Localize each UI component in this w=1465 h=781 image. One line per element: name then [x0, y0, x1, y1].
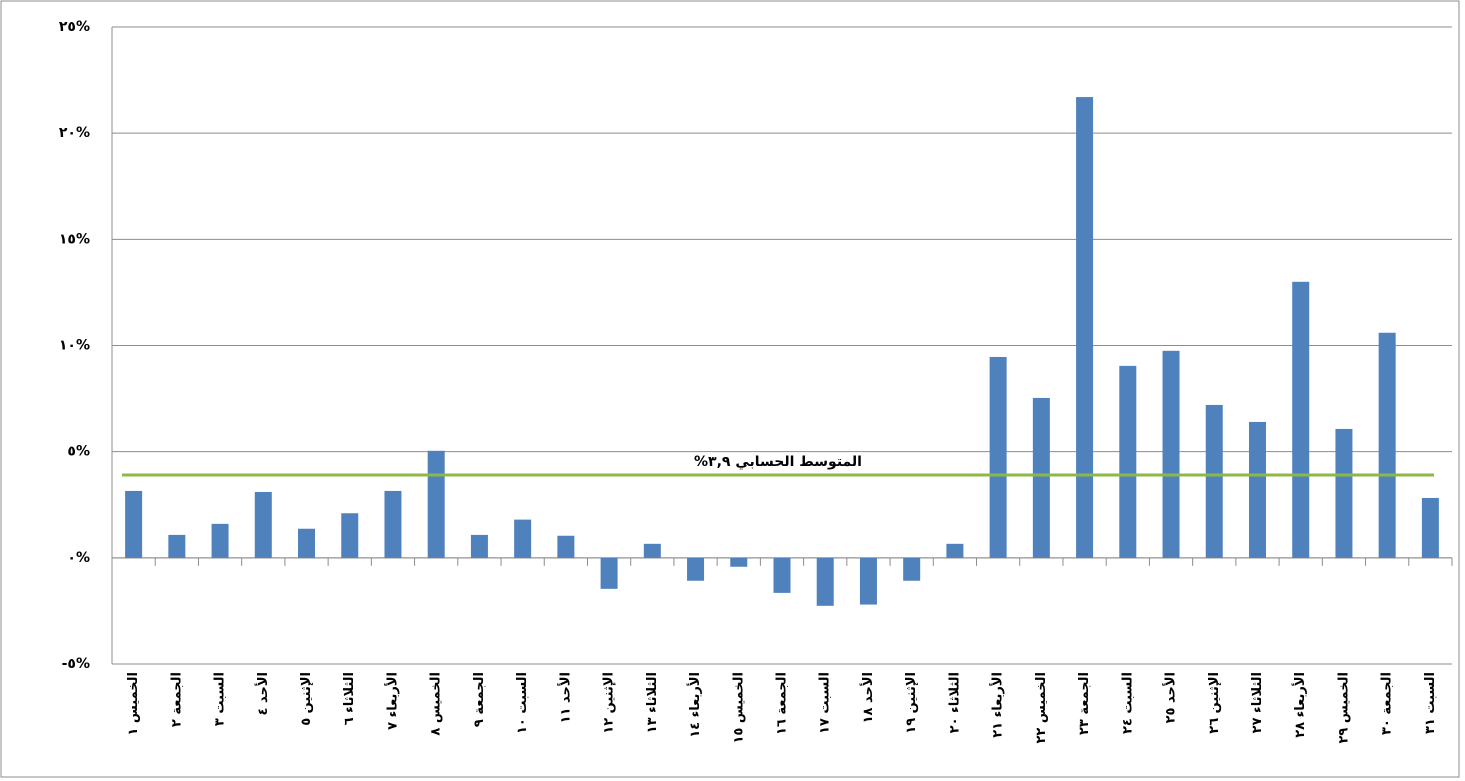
x-tick-label: الأربعاء ١٤ [686, 672, 703, 738]
x-tick-label: الإثنين ١٢ [602, 672, 617, 734]
y-tick-label: ١٠% [59, 338, 90, 354]
bar [341, 513, 359, 558]
bar [1076, 97, 1094, 558]
x-tick-label: الخميس ١٥ [731, 672, 746, 744]
bar [1335, 428, 1353, 558]
bar [298, 528, 316, 558]
x-tick-label: السبت ٣ [213, 672, 228, 726]
x-tick-label: الثلاثاء ١٣ [645, 672, 660, 733]
x-tick-label: الإثنين ٢٦ [1207, 672, 1222, 734]
x-tick-label: الأربعاء ٧ [383, 672, 400, 730]
x-tick-label: الخميس ١ [126, 672, 141, 736]
x-tick-label: الخميس ٨ [429, 672, 444, 736]
y-tick-label: ١٥% [59, 231, 90, 247]
x-tick-label: الأربعاء ٢١ [989, 672, 1006, 738]
bar [254, 492, 272, 558]
x-tick-label: الجمعة ٣٠ [1380, 672, 1395, 735]
bar [168, 534, 186, 558]
x-tick-label: الإثنين ١٩ [904, 672, 919, 734]
bar [946, 543, 964, 558]
bar [989, 356, 1007, 558]
x-tick-label: الجمعة ١٦ [775, 672, 790, 735]
bar [1421, 497, 1439, 558]
bar [514, 519, 532, 558]
y-tick-label: -٥% [62, 656, 90, 672]
bar [687, 557, 705, 581]
x-tick-label: الثلاثاء ٢٧ [1250, 672, 1265, 733]
bar [211, 523, 229, 558]
bar [600, 557, 618, 589]
bar [1032, 397, 1050, 558]
x-tick-label: الجمعة ٢٣ [1077, 672, 1092, 735]
x-tick-label: السبت ٢٤ [1120, 672, 1135, 734]
x-tick-label: الإثنين ٥ [299, 672, 314, 726]
x-tick-label: الخميس ٢٢ [1034, 672, 1049, 744]
x-tick-label: السبت ١٧ [818, 672, 833, 734]
x-tick-label: الأحد ٢٥ [1162, 672, 1179, 723]
bar [1292, 281, 1310, 558]
x-tick-label: الأحد ١٨ [859, 672, 876, 723]
bar [1205, 404, 1223, 558]
mean-label: المتوسط الحسابي ٣,٩% [694, 454, 862, 470]
bar [557, 535, 575, 558]
bar [730, 557, 748, 567]
bar [1162, 350, 1180, 558]
bar [643, 543, 661, 558]
x-tick-label: الأحد ٤ [254, 672, 271, 715]
y-tick-label: ٥% [67, 444, 90, 460]
bar [903, 557, 921, 581]
x-tick-label: الأربعاء ٢٨ [1291, 672, 1308, 738]
x-tick-label: الجمعة ٩ [472, 672, 487, 727]
x-tick-label: الثلاثاء ٦ [342, 672, 357, 725]
y-tick-label: ٢٠% [59, 125, 90, 141]
x-tick-label: الجمعة ٢ [169, 672, 184, 727]
bar [1119, 365, 1137, 558]
bar [859, 557, 877, 605]
x-tick-label: الثلاثاء ٢٠ [947, 672, 962, 733]
x-tick-label: الخميس ٢٩ [1336, 672, 1351, 744]
bar [773, 557, 791, 593]
bar [1248, 421, 1266, 558]
y-tick-label: ٢٥% [59, 19, 90, 35]
x-tick-label: السبت ٣١ [1423, 672, 1438, 734]
bar [470, 534, 488, 558]
bar [1378, 332, 1396, 558]
bar [125, 490, 143, 558]
x-tick-label: الأحد ١١ [556, 672, 573, 723]
x-tick-label: السبت ١٠ [515, 672, 530, 734]
bar [816, 557, 834, 606]
y-tick-label: ٠% [67, 550, 90, 566]
bar [384, 490, 402, 558]
bar [427, 450, 445, 558]
